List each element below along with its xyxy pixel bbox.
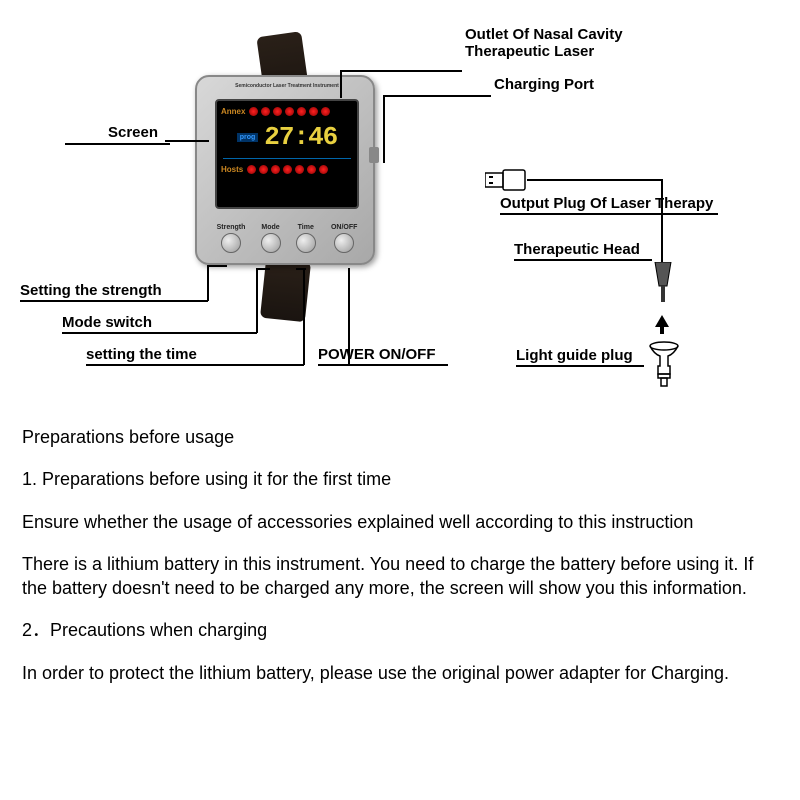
label-screen: Screen xyxy=(108,124,158,141)
btn-onoff-label: ON/OFF xyxy=(331,224,357,231)
label-setting-time: setting the time xyxy=(86,346,197,363)
watch-button-row: Strength Mode Time ON/OFF xyxy=(209,224,365,253)
text-item1: 1. Preparations before using it for the … xyxy=(22,467,778,491)
screen-time-value: 27:46 xyxy=(264,122,337,152)
label-setting-strength: Setting the strength xyxy=(20,282,162,299)
screen-annex-label: Annex xyxy=(221,107,245,116)
label-mode-switch: Mode switch xyxy=(62,314,152,331)
label-therapeutic-head: Therapeutic Head xyxy=(514,241,640,258)
label-light-guide: Light guide plug xyxy=(516,347,633,364)
time-button[interactable] xyxy=(296,233,316,253)
btn-strength-label: Strength xyxy=(217,224,246,231)
watch-screen: Annex prog 27:46 Hosts xyxy=(215,99,359,209)
text-item2: 2．Precautions when charging xyxy=(22,618,778,642)
diagram-area: Semiconductor Laser Treatment Instrument… xyxy=(0,0,800,410)
watch-body: Semiconductor Laser Treatment Instrument… xyxy=(195,75,375,265)
label-outlet-nasal: Outlet Of Nasal Cavity Therapeutic Laser xyxy=(465,27,685,60)
led-row-top xyxy=(249,107,330,116)
onoff-button[interactable] xyxy=(334,233,354,253)
btn-time-label: Time xyxy=(298,224,314,231)
mode-button[interactable] xyxy=(261,233,281,253)
screen-prog-label: prog xyxy=(237,133,259,142)
light-guide-icon xyxy=(644,340,684,395)
led-row-bottom xyxy=(247,165,328,174)
usb-plug-icon xyxy=(485,169,527,196)
strength-button[interactable] xyxy=(221,233,241,253)
text-p1: Ensure whether the usage of accessories … xyxy=(22,510,778,534)
watch-device: Semiconductor Laser Treatment Instrument… xyxy=(195,75,375,275)
label-power: POWER ON/OFF xyxy=(318,346,436,363)
watch-header-text: Semiconductor Laser Treatment Instrument xyxy=(217,83,357,89)
arrow-stem xyxy=(660,326,664,334)
text-p3: In order to protect the lithium battery,… xyxy=(22,661,778,685)
label-output-plug: Output Plug Of Laser Therapy xyxy=(500,195,713,212)
therapeutic-head-icon xyxy=(651,262,675,309)
text-heading: Preparations before usage xyxy=(22,425,778,449)
btn-mode-label: Mode xyxy=(261,224,279,231)
charging-port-icon xyxy=(369,147,379,163)
text-p2: There is a lithium battery in this instr… xyxy=(22,552,778,601)
screen-hosts-label: Hosts xyxy=(221,165,243,174)
label-charging-port: Charging Port xyxy=(494,76,594,93)
instruction-text: Preparations before usage 1. Preparation… xyxy=(22,425,778,703)
